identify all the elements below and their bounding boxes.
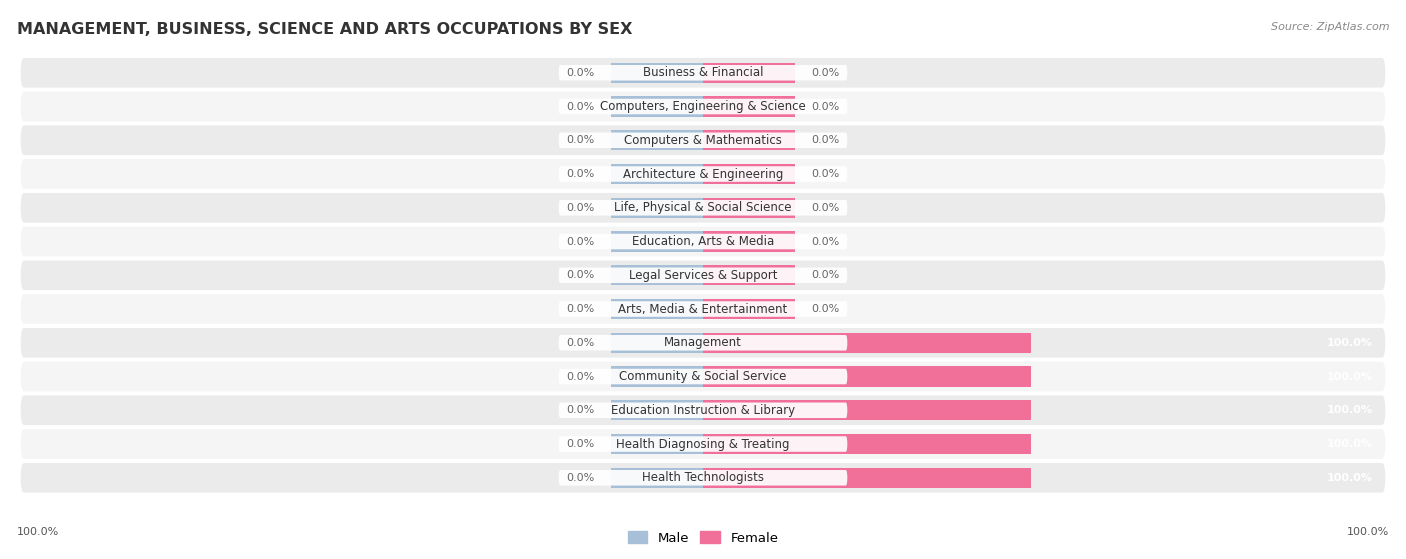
Bar	[703, 198, 794, 218]
Text: 0.0%: 0.0%	[567, 439, 595, 449]
FancyBboxPatch shape	[558, 200, 848, 216]
Bar	[612, 231, 703, 252]
FancyBboxPatch shape	[558, 301, 848, 317]
FancyBboxPatch shape	[558, 132, 848, 148]
Text: 100.0%: 100.0%	[1326, 405, 1372, 415]
FancyBboxPatch shape	[558, 470, 848, 486]
Text: 100.0%: 100.0%	[1326, 473, 1372, 483]
FancyBboxPatch shape	[21, 328, 1385, 358]
Bar	[703, 231, 794, 252]
Text: Education Instruction & Library: Education Instruction & Library	[612, 404, 794, 417]
Bar	[612, 366, 703, 387]
Text: 0.0%: 0.0%	[811, 169, 839, 179]
Bar	[612, 434, 703, 454]
Text: 0.0%: 0.0%	[811, 271, 839, 280]
Text: 0.0%: 0.0%	[567, 372, 595, 382]
Text: Source: ZipAtlas.com: Source: ZipAtlas.com	[1271, 22, 1389, 32]
FancyBboxPatch shape	[558, 99, 848, 114]
Text: 0.0%: 0.0%	[567, 135, 595, 145]
Text: 100.0%: 100.0%	[1326, 372, 1372, 382]
Text: Arts, Media & Entertainment: Arts, Media & Entertainment	[619, 302, 787, 315]
Text: 100.0%: 100.0%	[17, 527, 59, 537]
FancyBboxPatch shape	[21, 260, 1385, 290]
FancyBboxPatch shape	[558, 268, 848, 283]
Bar	[612, 164, 703, 184]
Text: Management: Management	[664, 337, 742, 349]
Bar	[703, 164, 794, 184]
Bar	[612, 63, 703, 83]
Bar	[612, 468, 703, 488]
Text: Architecture & Engineering: Architecture & Engineering	[623, 168, 783, 181]
Bar	[612, 96, 703, 117]
Bar	[703, 265, 794, 286]
FancyBboxPatch shape	[21, 92, 1385, 121]
Text: 0.0%: 0.0%	[567, 68, 595, 78]
Text: Health Diagnosing & Treating: Health Diagnosing & Treating	[616, 438, 790, 451]
FancyBboxPatch shape	[21, 125, 1385, 155]
Text: MANAGEMENT, BUSINESS, SCIENCE AND ARTS OCCUPATIONS BY SEX: MANAGEMENT, BUSINESS, SCIENCE AND ARTS O…	[17, 22, 633, 37]
Bar	[703, 366, 1031, 387]
Text: 0.0%: 0.0%	[567, 236, 595, 247]
Bar	[612, 265, 703, 286]
FancyBboxPatch shape	[21, 227, 1385, 257]
FancyBboxPatch shape	[558, 65, 848, 80]
Bar	[703, 130, 794, 150]
Bar	[612, 400, 703, 420]
Text: 0.0%: 0.0%	[811, 203, 839, 213]
Text: Community & Social Service: Community & Social Service	[619, 370, 787, 383]
Text: Legal Services & Support: Legal Services & Support	[628, 269, 778, 282]
Bar	[703, 400, 1031, 420]
Text: 100.0%: 100.0%	[1326, 338, 1372, 348]
Bar	[703, 468, 1031, 488]
FancyBboxPatch shape	[21, 159, 1385, 189]
FancyBboxPatch shape	[21, 362, 1385, 391]
Text: 0.0%: 0.0%	[567, 304, 595, 314]
Bar	[612, 130, 703, 150]
Text: Business & Financial: Business & Financial	[643, 67, 763, 79]
FancyBboxPatch shape	[21, 463, 1385, 492]
Text: Life, Physical & Social Science: Life, Physical & Social Science	[614, 201, 792, 214]
Text: Education, Arts & Media: Education, Arts & Media	[631, 235, 775, 248]
Text: 0.0%: 0.0%	[567, 405, 595, 415]
Text: 0.0%: 0.0%	[567, 169, 595, 179]
Text: 0.0%: 0.0%	[567, 203, 595, 213]
Text: 0.0%: 0.0%	[811, 135, 839, 145]
Text: 100.0%: 100.0%	[1326, 439, 1372, 449]
FancyBboxPatch shape	[21, 294, 1385, 324]
FancyBboxPatch shape	[21, 58, 1385, 88]
Text: Computers & Mathematics: Computers & Mathematics	[624, 134, 782, 147]
Bar	[612, 198, 703, 218]
Text: 0.0%: 0.0%	[811, 236, 839, 247]
FancyBboxPatch shape	[558, 234, 848, 249]
Bar	[703, 96, 794, 117]
Bar	[612, 333, 703, 353]
Text: Health Technologists: Health Technologists	[643, 471, 763, 484]
Text: 0.0%: 0.0%	[567, 338, 595, 348]
FancyBboxPatch shape	[558, 436, 848, 452]
Bar	[703, 333, 1031, 353]
Text: Computers, Engineering & Science: Computers, Engineering & Science	[600, 100, 806, 113]
FancyBboxPatch shape	[21, 429, 1385, 459]
Bar	[703, 434, 1031, 454]
Text: 100.0%: 100.0%	[1347, 527, 1389, 537]
Text: 0.0%: 0.0%	[811, 102, 839, 112]
Text: 0.0%: 0.0%	[811, 304, 839, 314]
FancyBboxPatch shape	[558, 335, 848, 350]
FancyBboxPatch shape	[21, 395, 1385, 425]
Text: 0.0%: 0.0%	[811, 68, 839, 78]
Text: 0.0%: 0.0%	[567, 473, 595, 483]
FancyBboxPatch shape	[558, 369, 848, 384]
FancyBboxPatch shape	[558, 402, 848, 418]
FancyBboxPatch shape	[558, 166, 848, 182]
Bar	[703, 63, 794, 83]
Bar	[703, 299, 794, 319]
Legend: Male, Female: Male, Female	[623, 526, 783, 550]
Text: 0.0%: 0.0%	[567, 271, 595, 280]
FancyBboxPatch shape	[21, 193, 1385, 222]
Text: 0.0%: 0.0%	[567, 102, 595, 112]
Bar	[612, 299, 703, 319]
